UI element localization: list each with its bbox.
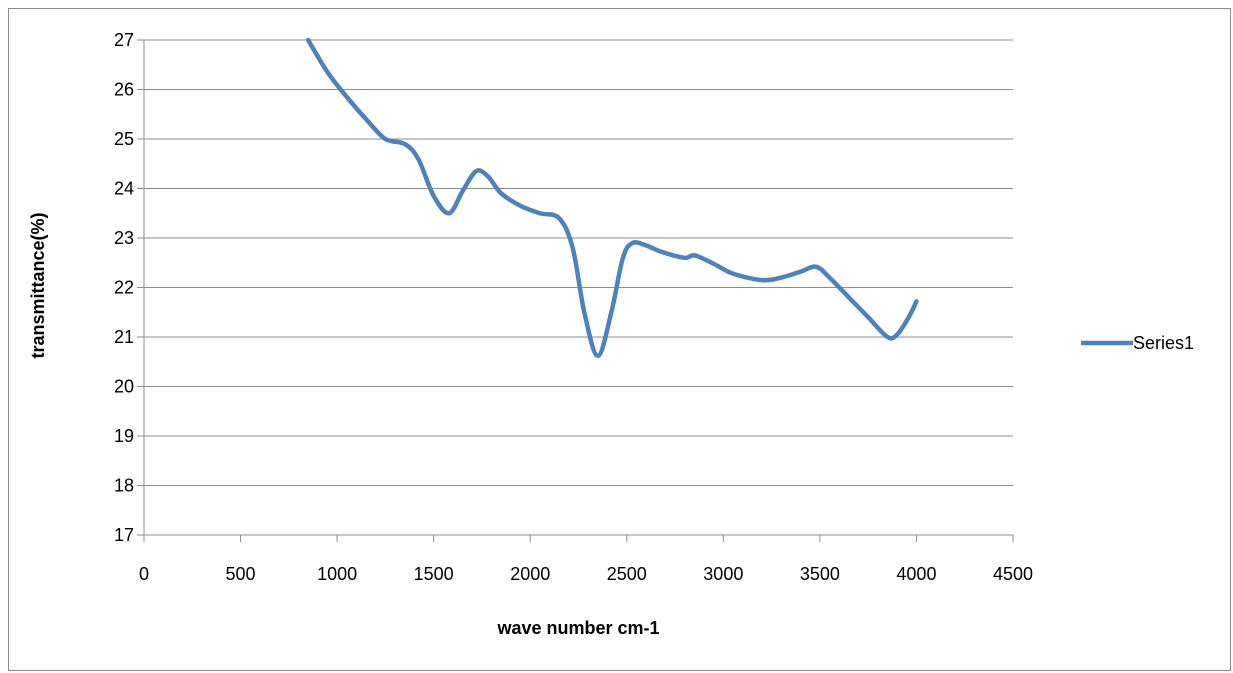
y-tick-label-27: 27 [114,30,134,50]
series-layer [305,37,919,359]
x-tick-label-2000: 2000 [510,564,550,584]
x-tick-label-2500: 2500 [607,564,647,584]
series-line-series1 [305,37,919,359]
x-axis-ticks: 0 500 1000 1500 2000 2500 3000 3500 4000 4500 [139,535,1033,584]
x-tick-label-3000: 3000 [703,564,743,584]
x-axis-title: wave number cm-1 [496,618,659,638]
x-tick-label-4500: 4500 [993,564,1033,584]
gridlines [137,39,1013,536]
x-tick-label-1000: 1000 [317,564,357,584]
y-axis-ticks: 17 18 19 20 21 22 23 24 25 26 27 [114,30,134,545]
x-tick-label-500: 500 [226,564,256,584]
legend-label-series1: Series1 [1133,333,1194,353]
y-axis-title: transmittance(%) [28,212,48,358]
y-tick-label-19: 19 [114,426,134,446]
legend: Series1 [1081,333,1194,353]
y-tick-label-20: 20 [114,377,134,397]
x-tick-label-4000: 4000 [896,564,936,584]
y-tick-label-25: 25 [114,129,134,149]
chart-frame [8,8,1231,671]
y-tick-label-26: 26 [114,80,134,100]
y-tick-label-24: 24 [114,179,134,199]
y-tick-label-18: 18 [114,476,134,496]
y-tick-label-17: 17 [114,525,134,545]
x-tick-label-1500: 1500 [414,564,454,584]
y-tick-label-22: 22 [114,278,134,298]
y-tick-label-21: 21 [114,327,134,347]
x-tick-label-3500: 3500 [800,564,840,584]
axes [143,40,1013,536]
y-tick-label-23: 23 [114,228,134,248]
x-tick-label-0: 0 [139,564,149,584]
